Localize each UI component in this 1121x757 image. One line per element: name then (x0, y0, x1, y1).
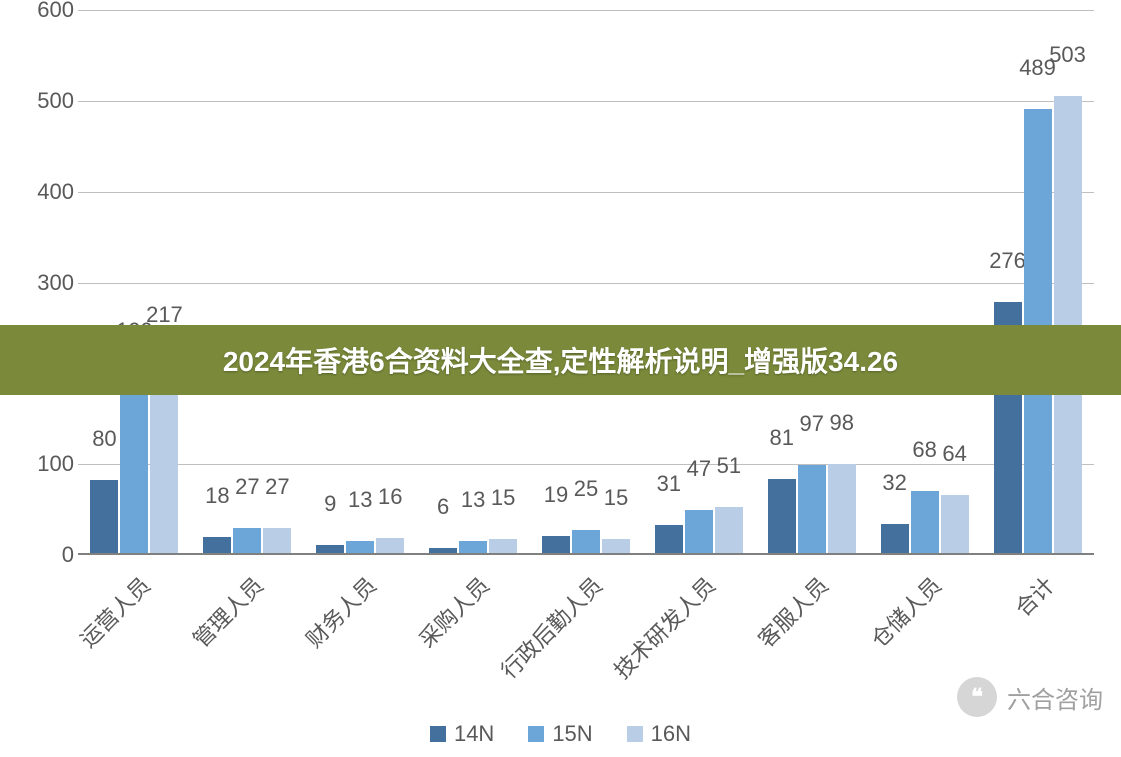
bar-value-label: 32 (882, 470, 906, 496)
bar (316, 545, 344, 553)
x-category-label: 行政后勤人员 (493, 569, 609, 685)
bar (881, 524, 909, 553)
bar-value-label: 64 (942, 441, 966, 467)
bar (715, 507, 743, 553)
bar-value-label: 15 (604, 485, 628, 511)
bar-value-label: 31 (657, 471, 681, 497)
bar-value-label: 51 (717, 453, 741, 479)
legend-item: 16N (627, 721, 691, 747)
bar-value-label: 19 (544, 482, 568, 508)
x-category-label: 管理人员 (185, 569, 270, 654)
overlay-text: 2024年香港6合资料大全查,定性解析说明_增强版34.26 (223, 340, 898, 380)
bar (376, 538, 404, 553)
x-category-label: 采购人员 (411, 569, 496, 654)
bar-value-label: 27 (265, 474, 289, 500)
bar-value-label: 13 (461, 487, 485, 513)
y-tick-label: 500 (24, 88, 74, 114)
bar-value-label: 217 (146, 302, 183, 328)
bar-value-label: 25 (574, 476, 598, 502)
y-tick-label: 600 (24, 0, 74, 23)
x-category-label: 仓储人员 (862, 569, 947, 654)
y-tick-label: 300 (24, 270, 74, 296)
bar-value-label: 6 (437, 494, 449, 520)
legend-swatch (627, 726, 643, 742)
overlay-banner: 2024年香港6合资料大全查,定性解析说明_增强版34.26 (0, 325, 1121, 395)
bar-value-label: 276 (989, 248, 1026, 274)
x-category-label: 客服人员 (750, 569, 835, 654)
bar (203, 537, 231, 553)
y-tick-label: 100 (24, 451, 74, 477)
x-category-label: 合计 (1006, 569, 1060, 623)
bar (233, 528, 261, 553)
bar-value-label: 97 (800, 411, 824, 437)
plot-area: 8019921718272791316613151925153147518197… (78, 10, 1094, 555)
bar-value-label: 47 (687, 456, 711, 482)
bar-value-label: 81 (770, 425, 794, 451)
bar (685, 510, 713, 553)
bar-value-label: 503 (1049, 42, 1086, 68)
bar (828, 464, 856, 553)
bar (911, 491, 939, 553)
bar-value-label: 68 (912, 437, 936, 463)
bar (459, 541, 487, 553)
watermark: ❝ 六合咨询 (957, 677, 1103, 717)
legend-item: 15N (528, 721, 592, 747)
bar-value-label: 27 (235, 474, 259, 500)
bar-value-label: 98 (830, 410, 854, 436)
y-tick-label: 0 (24, 542, 74, 568)
bar-value-label: 18 (205, 483, 229, 509)
legend: 14N 15N 16N (0, 721, 1121, 747)
legend-swatch (528, 726, 544, 742)
legend-label: 16N (651, 721, 691, 747)
bar (798, 465, 826, 553)
watermark-text: 六合咨询 (1007, 680, 1103, 715)
y-tick-label: 400 (24, 179, 74, 205)
bar (429, 548, 457, 553)
bar-value-label: 15 (491, 485, 515, 511)
wechat-icon: ❝ (957, 677, 997, 717)
bar (263, 528, 291, 553)
bar (346, 541, 374, 553)
bar (542, 536, 570, 553)
bar (572, 530, 600, 553)
x-category-label: 运营人员 (72, 569, 157, 654)
x-category-label: 技术研发人员 (606, 569, 722, 685)
legend-label: 14N (454, 721, 494, 747)
legend-label: 15N (552, 721, 592, 747)
bar (489, 539, 517, 553)
bar (602, 539, 630, 553)
bar (768, 479, 796, 553)
bar-value-label: 80 (92, 426, 116, 452)
chart-container: 0100200300400500600 80199217182727913166… (24, 0, 1094, 555)
legend-swatch (430, 726, 446, 742)
legend-item: 14N (430, 721, 494, 747)
bar-value-label: 9 (324, 491, 336, 517)
bar-value-label: 16 (378, 484, 402, 510)
bar (90, 480, 118, 553)
bars-layer: 8019921718272791316613151925153147518197… (78, 10, 1094, 553)
bar-value-label: 13 (348, 487, 372, 513)
bar (941, 495, 969, 553)
x-category-label: 财务人员 (298, 569, 383, 654)
bar (655, 525, 683, 553)
bar (120, 372, 148, 553)
